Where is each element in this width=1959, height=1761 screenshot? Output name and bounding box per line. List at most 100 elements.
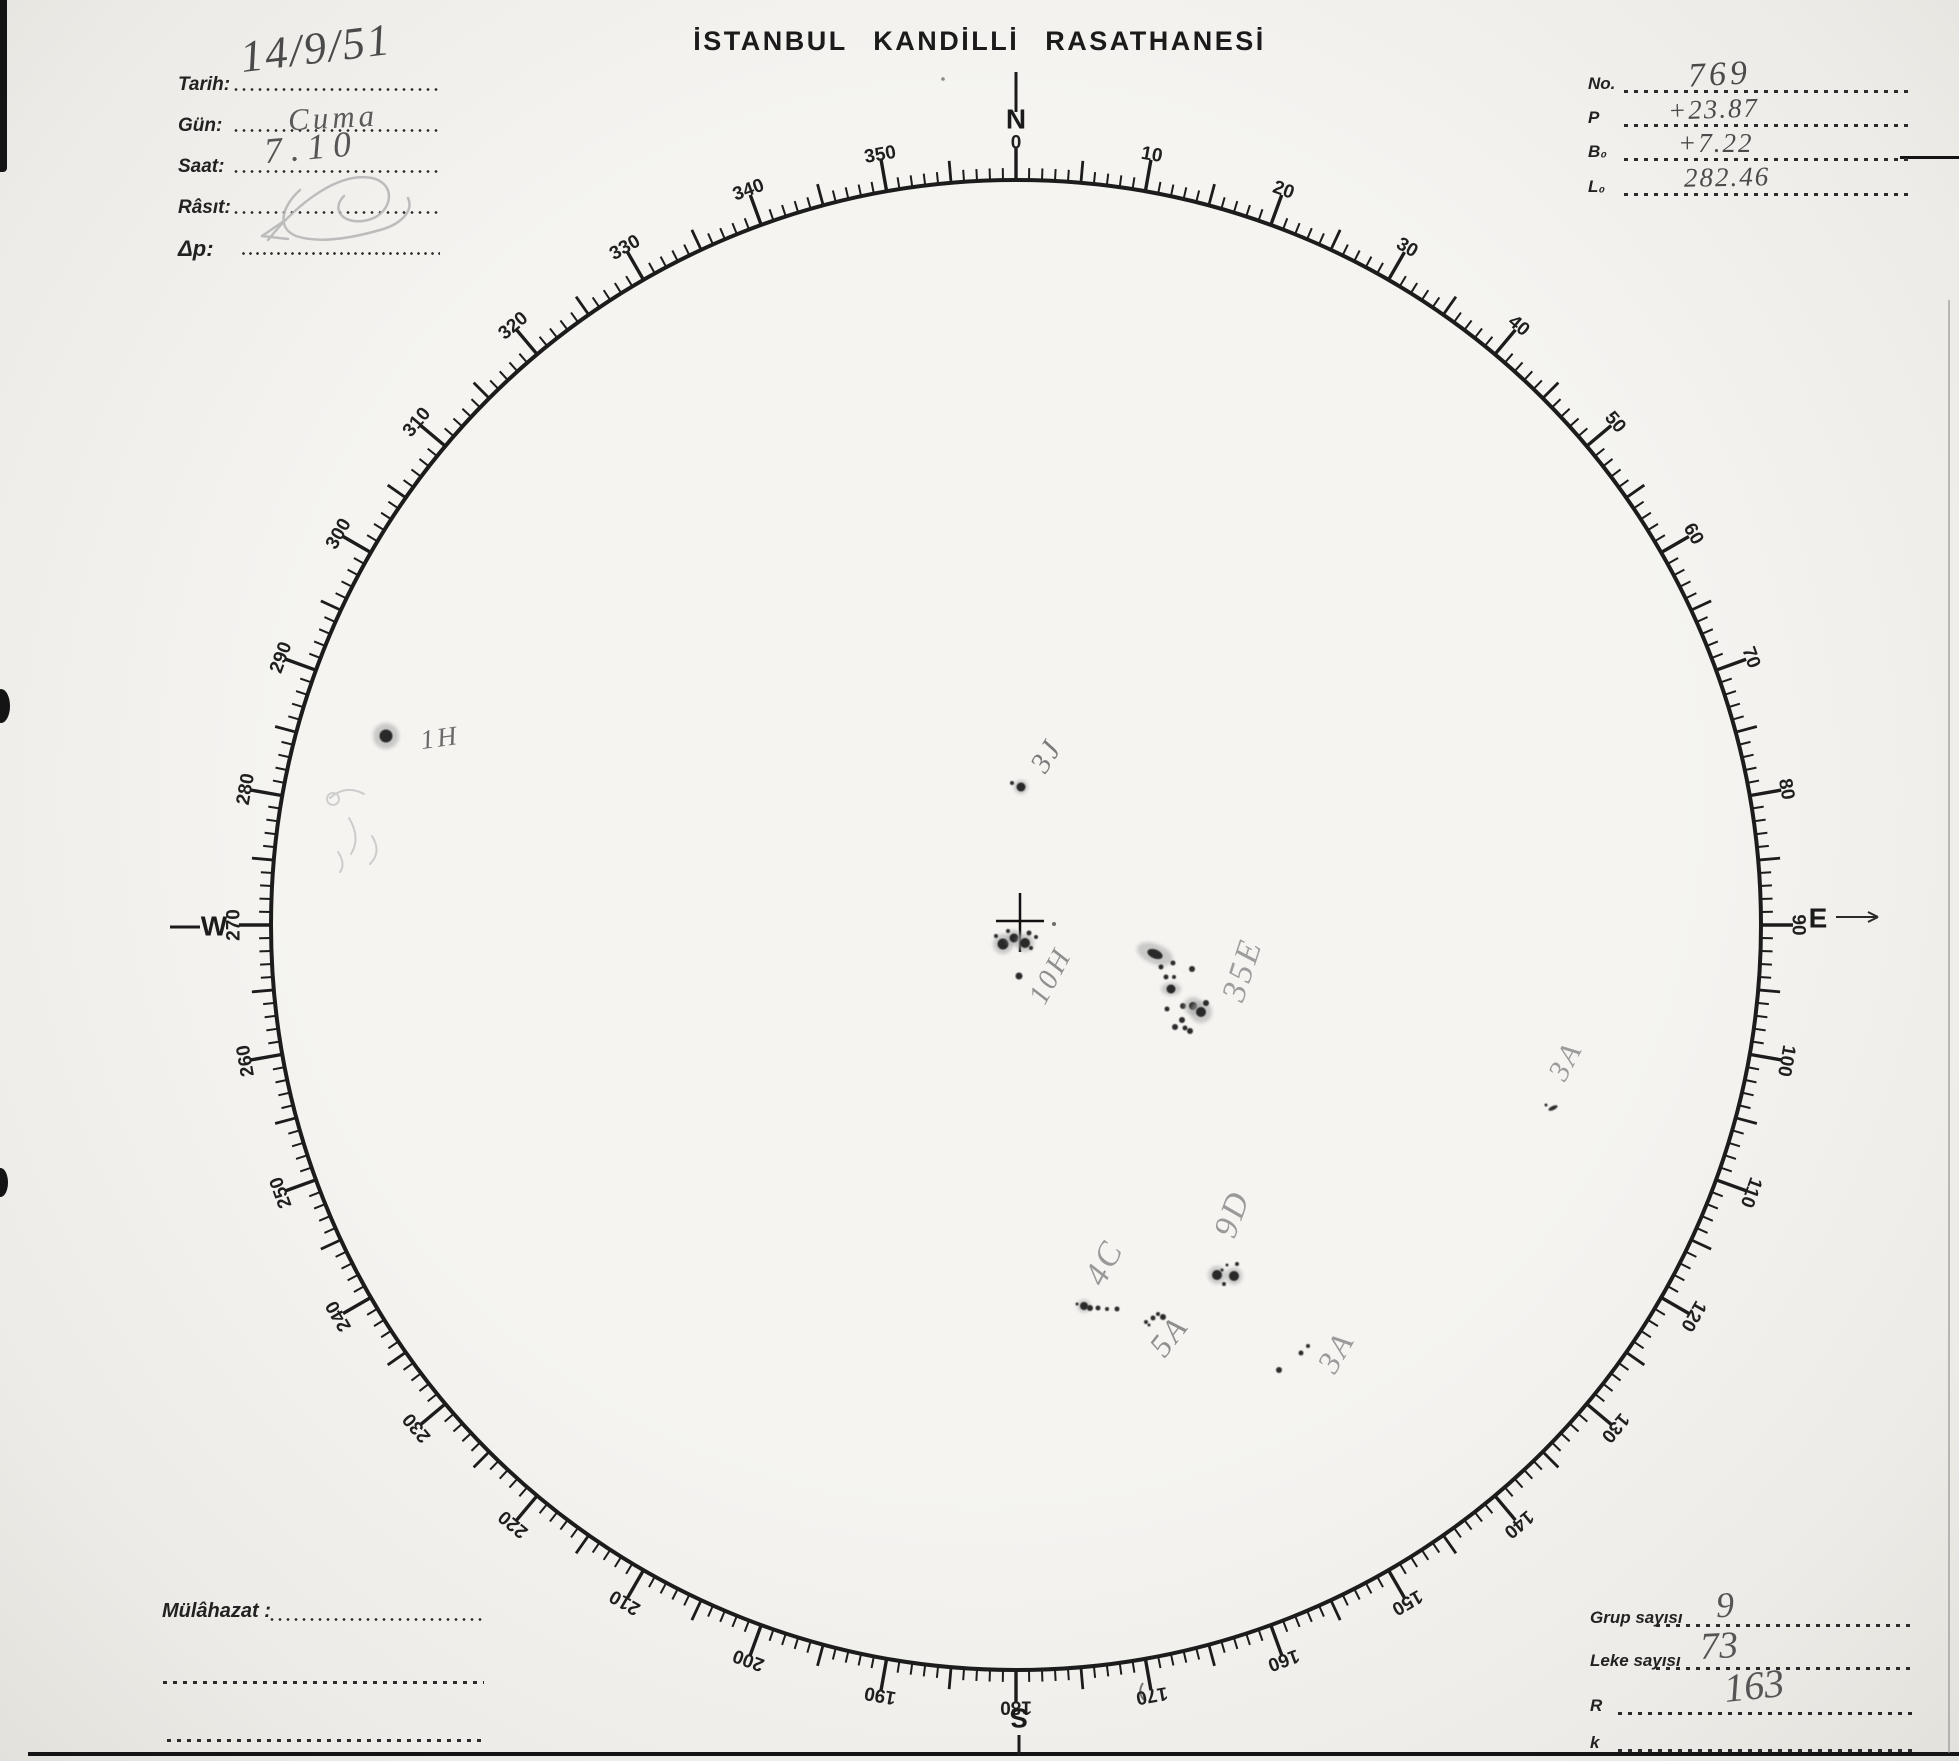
group-label-10h-2: 10H [1022,942,1079,1010]
binder-hole-upper [0,689,10,723]
dotted-line-rasit [232,211,440,214]
sunspot-core [1105,1307,1109,1311]
sunspot-core [1009,933,1019,943]
binder-hole-lower [0,1168,8,1197]
leader-line-r [1618,1712,1912,1715]
group-label-3j-1: 3J [1024,733,1069,779]
sunspot-core [1172,1024,1178,1030]
leader-line-bo [1624,158,1909,161]
field-label-mulahazat: Mülâhazat : [162,1600,271,1622]
sunspot-group-3a [1544,1103,1558,1111]
degree-label-180: 180 [1000,1697,1032,1718]
leader-line-lo [1624,193,1909,196]
sunspot-core [1147,948,1163,960]
sunspot-core [1095,1305,1101,1311]
compass-west: W [201,911,228,942]
field-label-tarih: Tarih: [178,74,231,95]
sunspot-core [1196,1007,1206,1017]
field-label-k: k [1590,1733,1600,1752]
sunspot-group-9d [1208,1262,1243,1286]
sunspot-core [1203,1000,1209,1006]
dotted-line-saat [232,170,440,173]
field-label-bo: B₀ [1588,142,1607,161]
sunspot-core [1015,972,1023,980]
sunspot-core [1172,975,1176,979]
degree-ticks [239,148,1793,1702]
sunspot-core [1222,1282,1226,1286]
page-right-edge-line [1948,300,1950,1753]
group-label-1h-0: 1H [418,719,462,756]
degree-label-270: 270 [224,909,245,941]
field-label-gun: Gün: [178,115,223,136]
sunspot-core [1220,1268,1224,1272]
sunspot-core [1087,1305,1093,1311]
group-label-35e-3: 35E [1215,933,1270,1006]
sunspot-group-1h [373,723,399,749]
compass-marks: N S E W [201,104,1828,1734]
sunspot-core [1026,930,1032,936]
leader-line-p [1624,124,1909,127]
degree-label-0: 0 [1011,133,1022,154]
sunspot-core [1147,1323,1151,1327]
group-label-5a-6: 5A [1141,1308,1196,1364]
signature-scribble [260,175,411,242]
dotted-line-tarih [232,88,440,91]
sunspot-core [1156,1312,1160,1316]
dotted-line-deltap [240,252,440,255]
sunspot-group-5a [1144,1312,1166,1327]
degree-label-80: 80 [1774,777,1798,801]
compass-alignment-lines [170,72,1021,1755]
sunspot-core [1189,966,1195,972]
compass-east: E [1809,903,1828,934]
sunspot-core [997,938,1009,950]
sunspot-group-10h [993,929,1038,980]
dotted-line-gun [232,129,440,132]
right-margin-line [1900,156,1959,159]
field-label-leke-sayisi: Leke sayısı [1590,1651,1681,1670]
sunspot-core [1020,938,1030,948]
sunspot-core [1150,1315,1156,1321]
sunspot-core [1080,1302,1088,1310]
compass-south: S [1010,1703,1029,1734]
sunspot-core [1006,929,1010,933]
ink-specks [941,77,1145,1701]
field-label-deltap: Δp: [178,236,214,261]
leader-line-grup [1656,1624,1912,1627]
page-title: İSTANBUL KANDİLLİ RASATHANESİ [693,26,1266,56]
dotted-line-mulahazat-2 [163,1681,484,1684]
sunspot-group-4c [1075,1299,1120,1313]
sunspot-core [1144,1320,1148,1324]
sunspot-group-35e [1136,942,1212,1034]
sunspot-core [1544,1103,1548,1107]
field-label-saat: Saat: [178,156,225,177]
leader-line-leke [1656,1667,1912,1670]
sunspot-core [994,934,998,938]
sunspot-core [1016,782,1026,792]
sunspot-core [1187,1028,1193,1034]
group-label-3a-4: 3A [1541,1035,1590,1086]
sunspot-core [1163,974,1169,980]
sunspot-core [1170,960,1176,966]
field-label-no: No. [1588,74,1616,93]
sunspot-core [1029,946,1033,950]
erased-pencil-marks [326,788,378,873]
sunspot-core [379,729,393,743]
field-label-rasit: Râsıt: [178,197,231,218]
sunspot-core [1075,1302,1079,1306]
sunspot-core [1179,1017,1185,1023]
handwritten-bo: +7.22 [1678,128,1754,158]
leader-line-no [1624,90,1909,93]
field-label-grup-sayisi: Grup sayısı [1590,1608,1683,1627]
dotted-line-mulahazat-3 [167,1739,487,1742]
dotted-line-mulahazat-1 [268,1618,484,1621]
group-label-4c-5: 4C [1077,1233,1132,1292]
sunspot-core [1166,984,1176,994]
sunspot-group-3a [1276,1344,1310,1373]
field-label-lo: L₀ [1588,177,1606,196]
sunspot-core [1229,1271,1239,1281]
east-arrow-mark [1836,911,1879,923]
sunspot-core [1182,1025,1188,1031]
